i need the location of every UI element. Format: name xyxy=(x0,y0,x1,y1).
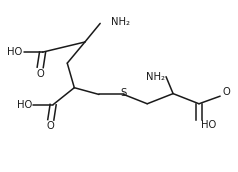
Text: S: S xyxy=(121,88,127,98)
Text: HO: HO xyxy=(7,47,23,57)
Text: NH₂: NH₂ xyxy=(146,72,165,82)
Text: O: O xyxy=(47,121,55,131)
Text: O: O xyxy=(222,87,230,97)
Text: O: O xyxy=(36,69,44,79)
Text: HO: HO xyxy=(17,100,32,110)
Text: NH₂: NH₂ xyxy=(111,17,130,27)
Text: HO: HO xyxy=(201,120,217,130)
